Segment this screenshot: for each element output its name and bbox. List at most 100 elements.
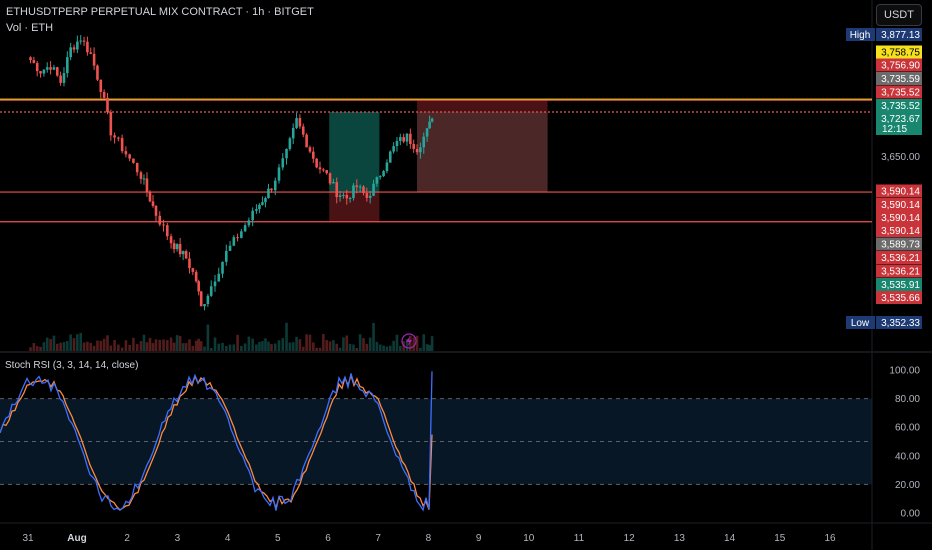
volume-bar <box>102 338 106 351</box>
rsi-tick-0: 100.00 <box>889 366 920 377</box>
candle-body <box>322 169 325 171</box>
volume-bar <box>96 340 99 351</box>
volume-bar <box>228 344 232 351</box>
x-axis-label-7: 7 <box>375 533 381 544</box>
volume-bar <box>191 345 195 351</box>
volume-bar <box>430 336 434 351</box>
candle-body <box>166 225 169 237</box>
price-tick: 3,650.00 <box>881 152 920 163</box>
volume-bar <box>32 343 36 351</box>
candle-body <box>273 180 277 191</box>
candle-body <box>270 188 273 191</box>
price-tag-9-text: 3,590.14 <box>881 226 920 237</box>
candle-body <box>385 162 389 172</box>
price-tag-7-bg <box>876 198 922 211</box>
candle-body <box>368 195 372 198</box>
price-tag-8-text: 3,590.14 <box>881 213 920 224</box>
volume-bar <box>124 340 128 351</box>
x-axis-label-6: 6 <box>325 533 331 544</box>
price-tag-14: 3,535.66 <box>876 291 922 304</box>
volume-bar <box>419 347 422 351</box>
volume-bar <box>312 342 315 351</box>
x-axis-label-3: 3 <box>175 533 181 544</box>
volume-bar <box>348 343 352 351</box>
lightning-icon[interactable] <box>401 333 417 349</box>
price-tag-10-bg <box>876 237 922 251</box>
volume-bar <box>158 339 162 351</box>
volume-bar <box>128 344 131 351</box>
candle-body <box>430 118 434 122</box>
candle-body <box>402 137 405 142</box>
x-axis-label-11: 11 <box>574 533 585 544</box>
candle-body <box>106 97 109 113</box>
candle-body <box>342 194 345 196</box>
currency-button[interactable]: USDT <box>876 4 922 26</box>
volume-bar <box>372 322 375 351</box>
volume-bar <box>148 337 152 351</box>
price-tag-1-bg <box>876 58 922 72</box>
candle-body <box>194 271 198 282</box>
volume-bar <box>106 335 109 351</box>
x-axis-label-13: 13 <box>674 533 686 544</box>
volume-bar <box>428 345 431 351</box>
rsi-tick-1: 80.00 <box>895 394 920 405</box>
volume-bar <box>59 342 62 351</box>
candle-body <box>135 162 139 173</box>
price-tag-0-text: 3,758.75 <box>881 48 920 59</box>
candle-body <box>325 170 328 174</box>
volume-bar <box>240 345 243 351</box>
volume-bar <box>135 344 139 351</box>
x-axis-label-5: 5 <box>275 533 281 544</box>
price-tag-3-text: 3,735.52 <box>881 88 920 99</box>
volume-bar <box>181 343 185 351</box>
candle-body <box>96 65 99 80</box>
candle-body <box>261 202 264 205</box>
volume-bar <box>52 335 56 351</box>
candle-body <box>348 198 352 200</box>
candle-body <box>243 225 247 232</box>
candle-body <box>305 134 308 148</box>
volume-bar <box>270 344 273 351</box>
candle-body <box>72 47 76 50</box>
price-tag-12-text: 3,536.21 <box>881 267 920 278</box>
price-tag-1-text: 3,756.90 <box>881 61 920 72</box>
candle-body <box>178 244 182 255</box>
price-tag-7: 3,590.14 <box>876 198 922 211</box>
x-axis-label-8: 8 <box>426 533 432 544</box>
stoch-rsi-k-line <box>0 371 433 512</box>
volume-bar <box>232 344 236 351</box>
candle-body <box>255 209 258 211</box>
candle-body <box>345 194 349 199</box>
low-value-tag: 3,352.33 <box>876 316 922 329</box>
rsi-tick-4: 20.00 <box>895 480 920 491</box>
candle-body <box>315 158 318 168</box>
volume-bar <box>267 341 270 351</box>
volume-bar <box>243 343 247 351</box>
candle-body <box>247 220 251 226</box>
volume-bar <box>288 342 292 351</box>
candle-body <box>154 205 158 216</box>
price-tag-4-bg <box>876 99 922 112</box>
candle-body <box>301 126 305 135</box>
candle-body <box>264 198 267 203</box>
price-tag-1: 3,756.90 <box>876 58 922 72</box>
volume-bar <box>224 345 228 351</box>
volume-bar <box>342 337 345 351</box>
candle-body <box>39 71 42 74</box>
volume-bar <box>236 334 239 351</box>
volume-bar <box>89 342 93 351</box>
low-value-tag-bg <box>876 316 922 329</box>
candle-body <box>224 250 228 262</box>
x-axis-label-10: 10 <box>523 533 535 544</box>
volume-bar <box>42 342 46 351</box>
candle-body <box>79 40 83 42</box>
price-tag-11-bg <box>876 251 922 264</box>
price-tag-0: 3,758.75 <box>876 45 922 59</box>
volume-bar <box>175 335 179 351</box>
price-tag-12-bg <box>876 264 922 278</box>
volume-bar <box>247 336 251 351</box>
position-profit-zone-0 <box>329 111 380 193</box>
volume-bar <box>291 342 295 351</box>
volume-bar <box>251 338 254 351</box>
